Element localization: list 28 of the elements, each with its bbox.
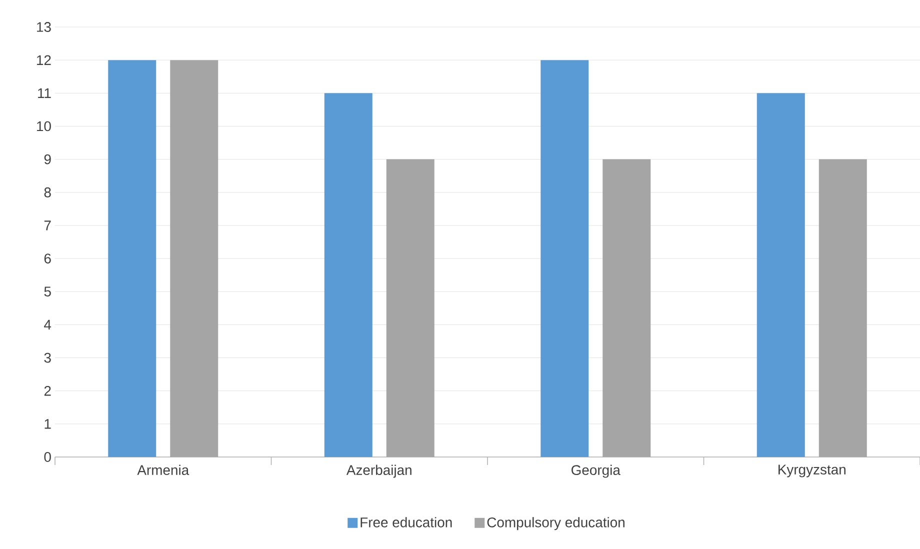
y-tick-label: 8 xyxy=(44,187,51,198)
bar xyxy=(540,60,589,457)
y-tick-label: 11 xyxy=(38,88,51,98)
x-tick-label: Kyrgyzstan xyxy=(778,464,846,478)
bar xyxy=(386,159,434,457)
bar xyxy=(756,93,805,457)
y-tick-label: 1 xyxy=(44,419,51,429)
y-tick-label: 10 xyxy=(37,121,51,132)
bar xyxy=(170,60,218,457)
y-tick-label: 0 xyxy=(44,452,51,462)
bar xyxy=(324,93,372,457)
y-tick-label: 5 xyxy=(44,286,51,296)
x-tick-label: Armenia xyxy=(137,464,190,476)
legend-label: Free education xyxy=(360,517,452,528)
x-tick-label: Azerbaijan xyxy=(346,464,412,478)
legend-label: Compulsory education xyxy=(487,517,624,530)
y-tick-label: 4 xyxy=(44,320,52,330)
x-tick-label: Georgia xyxy=(572,464,620,478)
bar xyxy=(602,159,651,457)
bar xyxy=(108,60,156,457)
y-tick-label: 7 xyxy=(44,220,51,230)
y-tick-label: 2 xyxy=(44,386,51,396)
y-tick-label: 9 xyxy=(44,154,51,164)
y-tick-label: 13 xyxy=(37,22,51,32)
bar xyxy=(818,159,867,457)
y-tick-label: 6 xyxy=(44,254,51,264)
y-tick-label: 12 xyxy=(37,55,51,65)
y-tick-label: 3 xyxy=(44,352,51,363)
